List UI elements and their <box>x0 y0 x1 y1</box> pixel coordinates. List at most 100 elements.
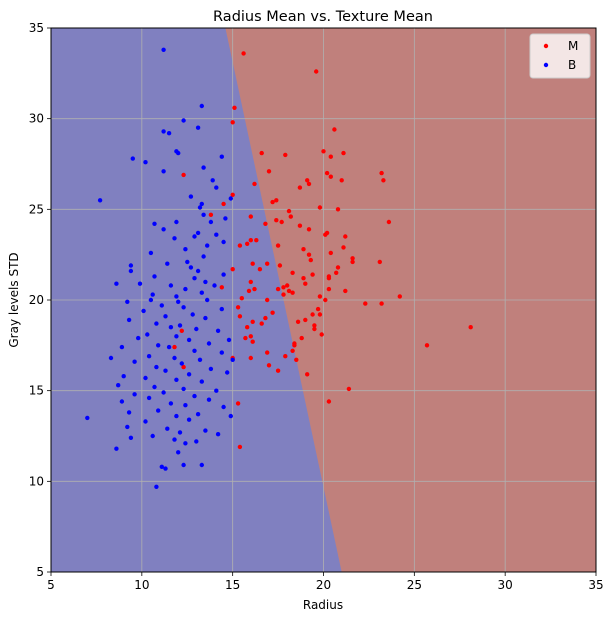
point-m <box>232 105 237 111</box>
point-m <box>275 243 281 248</box>
point-b <box>192 348 197 353</box>
point-m <box>237 314 243 319</box>
point-m <box>237 444 243 450</box>
point-m <box>319 332 324 337</box>
point-m <box>306 181 312 187</box>
point-b <box>183 286 188 292</box>
point-m <box>250 319 255 324</box>
point-b <box>215 432 221 437</box>
point-b <box>206 397 212 402</box>
point-m <box>221 201 226 207</box>
point-b <box>203 428 208 433</box>
point-b <box>148 297 154 303</box>
point-m <box>274 218 279 223</box>
point-b <box>208 366 214 372</box>
point-b <box>174 413 179 419</box>
point-m <box>323 232 328 237</box>
point-m <box>377 259 382 265</box>
point-m <box>303 317 308 323</box>
point-b <box>116 383 121 388</box>
point-m <box>328 154 333 159</box>
point-m <box>290 290 295 295</box>
point-b <box>214 185 219 190</box>
point-b <box>125 424 130 430</box>
point-m <box>335 265 341 270</box>
point-m <box>297 223 303 228</box>
point-m <box>245 325 250 330</box>
point-m <box>230 192 235 197</box>
point-m <box>259 150 264 156</box>
point-b <box>206 341 212 346</box>
legend-label-b: B <box>568 58 576 72</box>
point-b <box>156 408 161 413</box>
point-m <box>299 335 304 341</box>
point-b <box>214 232 219 237</box>
point-m <box>270 310 275 315</box>
point-m <box>275 286 281 292</box>
point-m <box>294 357 299 362</box>
point-b <box>154 321 159 326</box>
point-b <box>168 325 174 330</box>
chart-title: Radius Mean vs. Texture Mean <box>213 9 433 25</box>
point-b <box>199 462 204 468</box>
x-tick-label: 15 <box>225 578 240 592</box>
point-m <box>274 198 279 203</box>
point-m <box>248 214 253 219</box>
point-m <box>283 152 288 158</box>
point-m <box>381 178 386 183</box>
point-b <box>183 403 188 408</box>
point-m <box>301 276 306 281</box>
point-b <box>137 281 143 286</box>
point-m <box>328 174 333 179</box>
point-b <box>219 154 224 159</box>
point-m <box>306 227 312 232</box>
point-m <box>250 339 255 344</box>
axis-ticks: 5 10 15 20 25 30 35 5 10 15 20 25 30 35 <box>29 21 604 592</box>
point-b <box>195 125 201 130</box>
point-m <box>335 207 341 212</box>
point-b <box>159 464 164 469</box>
point-m <box>424 343 430 348</box>
point-m <box>248 238 253 243</box>
point-b <box>146 354 152 359</box>
point-m <box>250 261 255 266</box>
point-b <box>215 328 221 333</box>
point-m <box>230 120 235 125</box>
point-b <box>201 212 206 217</box>
point-m <box>379 170 384 176</box>
point-b <box>132 392 137 397</box>
legend-label-m: M <box>568 39 578 53</box>
point-m <box>310 312 315 317</box>
point-m <box>265 297 270 303</box>
point-b <box>221 404 226 410</box>
point-m <box>257 267 263 272</box>
point-m <box>321 149 326 154</box>
point-b <box>221 272 226 277</box>
point-b <box>214 388 219 393</box>
point-m <box>277 263 283 268</box>
legend-box <box>529 33 591 79</box>
point-b <box>179 361 184 366</box>
point-m <box>363 301 368 306</box>
point-b <box>143 419 148 424</box>
point-m <box>179 328 184 333</box>
point-m <box>181 172 186 178</box>
point-b <box>185 259 190 265</box>
point-b <box>203 315 208 321</box>
point-m <box>315 306 321 312</box>
point-m <box>343 234 348 239</box>
point-m <box>290 348 295 353</box>
point-b <box>136 335 141 341</box>
point-m <box>208 212 214 217</box>
point-m <box>283 354 288 359</box>
point-b <box>186 337 192 343</box>
point-m <box>263 221 268 226</box>
data-points <box>85 47 473 489</box>
y-tick-label: 10 <box>29 474 44 488</box>
point-b <box>181 118 186 123</box>
point-m <box>181 364 186 370</box>
point-b <box>121 374 126 379</box>
point-m <box>172 344 177 350</box>
y-tick-label: 15 <box>29 384 44 398</box>
point-m <box>328 250 333 256</box>
